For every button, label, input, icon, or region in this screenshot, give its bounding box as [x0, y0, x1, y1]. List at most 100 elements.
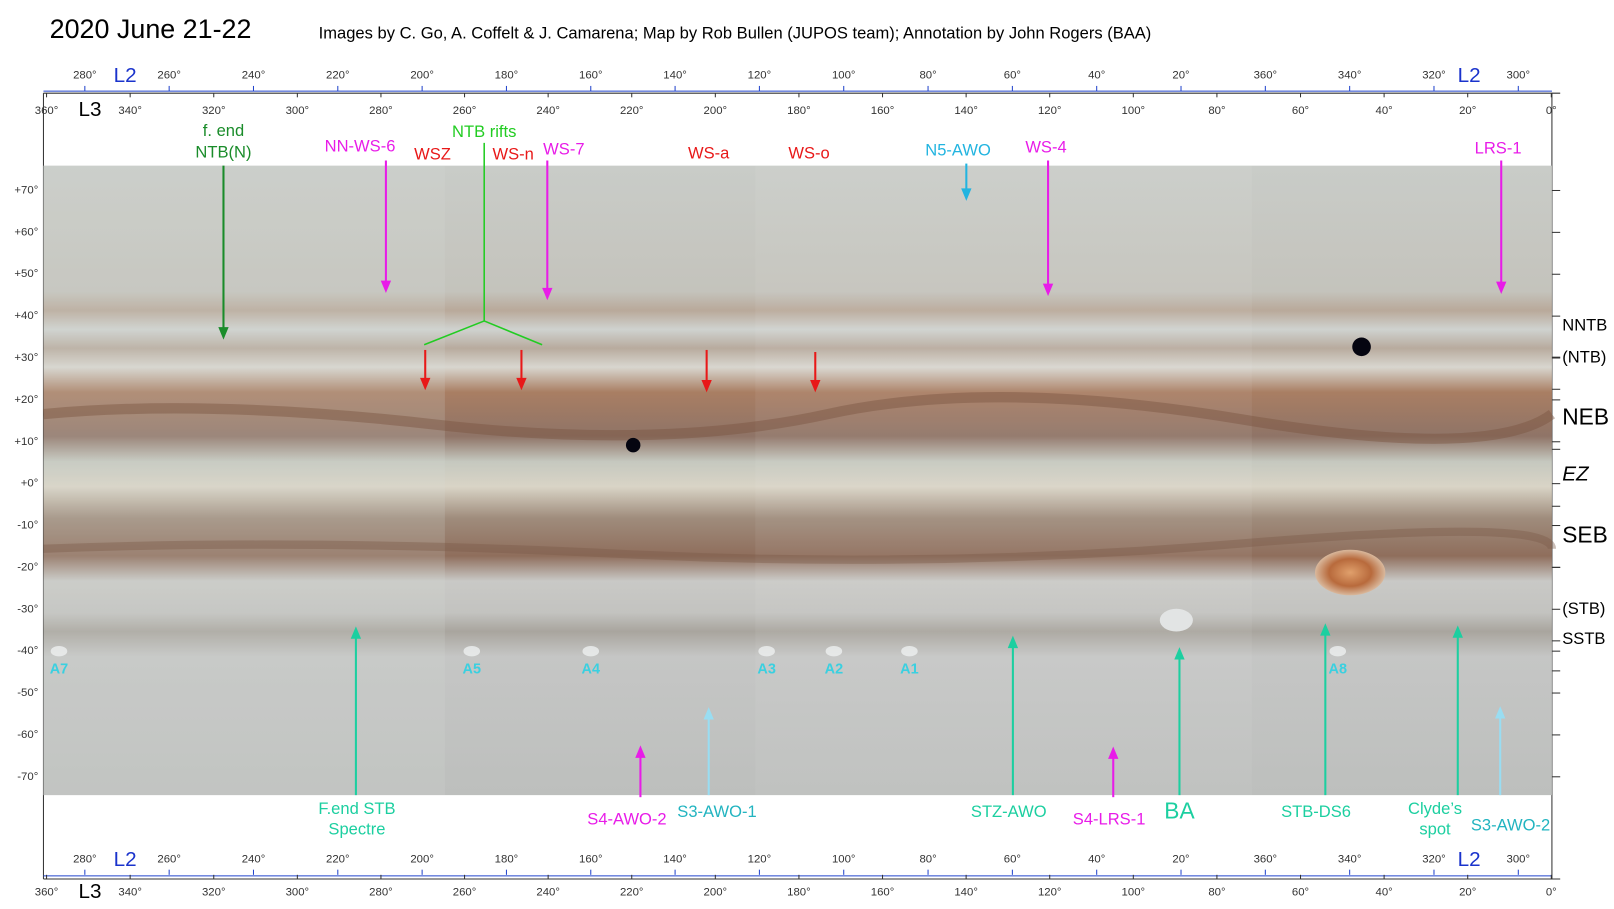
band-label: NEB	[1562, 403, 1609, 429]
l3-tick-label: 300°	[286, 886, 310, 898]
l3-tick-label: 100°	[1122, 105, 1146, 117]
band-label: NNTB	[1562, 315, 1607, 334]
annotation: WS-o	[788, 144, 829, 163]
annotation: spot	[1419, 820, 1451, 839]
white-oval	[901, 646, 918, 657]
l3-tick-label: 160°	[871, 105, 895, 117]
l2-tick-label: 220°	[326, 853, 350, 865]
l2-label: L2	[114, 64, 137, 87]
l2-tick-label: 200°	[410, 853, 434, 865]
annotation: STB-DS6	[1281, 802, 1351, 821]
arrow-head	[350, 626, 362, 639]
annotation: LRS-1	[1475, 138, 1522, 157]
latitude-label: +50°	[14, 268, 38, 280]
l2-tick-label: 60°	[1004, 70, 1021, 82]
arrow-head	[218, 327, 229, 340]
arrow-head	[1007, 635, 1019, 649]
arrow-head	[701, 379, 712, 393]
latitude-label: +0°	[21, 478, 39, 490]
l2-tick-label: 240°	[242, 853, 266, 865]
l2-tick-label: 20°	[1172, 853, 1189, 865]
l3-tick-label: 240°	[536, 105, 560, 117]
l2-tick-label: 120°	[748, 70, 772, 82]
l3-tick-label: 180°	[787, 105, 811, 117]
arrow-head	[516, 377, 527, 391]
l2-tick-label: 140°	[663, 853, 687, 865]
l2-tick-label: 180°	[495, 70, 519, 82]
l2-tick-label: 180°	[495, 853, 519, 865]
l2-label: L2	[1458, 848, 1481, 871]
l3-tick-label: 60°	[1292, 886, 1309, 898]
l2-tick-label: 80°	[919, 70, 936, 82]
l2-tick-label: 140°	[663, 70, 687, 82]
l3-tick-label: 120°	[1038, 105, 1062, 117]
jupiter-map	[42, 165, 1557, 796]
latitude-label: -40°	[17, 645, 38, 657]
latitude-label: -70°	[17, 771, 38, 783]
annotation: STZ-AWO	[971, 802, 1047, 821]
l3-tick-label: 260°	[453, 105, 477, 117]
band-label: (STB)	[1562, 599, 1605, 618]
latitude-label: +70°	[14, 184, 38, 196]
annotation: NTB rifts	[452, 122, 516, 141]
l2-tick-label: 260°	[157, 853, 181, 865]
l3-tick-label: 340°	[118, 105, 142, 117]
latitude-label: +10°	[14, 436, 38, 448]
l3-label: L3	[79, 880, 102, 903]
oval-label: A1	[900, 662, 918, 678]
band-label: (NTB)	[1562, 348, 1606, 367]
l2-tick-label: 100°	[832, 853, 856, 865]
l2-tick-label: 40°	[1088, 70, 1105, 82]
band-label: SEB	[1562, 521, 1608, 547]
arrow-head	[1174, 647, 1185, 660]
l3-tick-label: 340°	[118, 886, 142, 898]
annotation: BA	[1164, 798, 1195, 824]
l2-label: L2	[114, 848, 137, 871]
oval-label: A7	[50, 662, 68, 678]
annotation: WS-4	[1025, 137, 1066, 156]
latitude-label: +30°	[14, 352, 38, 364]
l2-tick-label: 280°	[73, 853, 97, 865]
l3-tick-label: 60°	[1292, 105, 1309, 117]
l2-tick-label: 40°	[1088, 853, 1105, 865]
l3-tick-label: 100°	[1122, 886, 1146, 898]
annotation: NTB(N)	[195, 143, 251, 162]
band-label: EZ	[1562, 463, 1590, 486]
white-oval	[825, 646, 843, 657]
l3-tick-label: 320°	[202, 886, 226, 898]
l3-tick-label: 140°	[954, 886, 978, 898]
oval-label: A4	[582, 662, 600, 678]
oval-label: A3	[757, 662, 775, 678]
latitude-label: -60°	[17, 729, 38, 741]
oval-label: A8	[1329, 662, 1347, 678]
arrow-head	[703, 707, 714, 720]
l2-tick-label: 20°	[1172, 70, 1189, 82]
l3-tick-label: 220°	[620, 105, 644, 117]
annotation: Clyde’s	[1408, 799, 1462, 818]
l2-tick-label: 120°	[748, 853, 772, 865]
annotation: S3-AWO-1	[677, 802, 756, 821]
arrow-head	[380, 280, 392, 293]
annotation: WSZ	[414, 145, 451, 164]
l2-tick-label: 360°	[1254, 70, 1278, 82]
oval-label: A2	[825, 662, 843, 678]
l2-tick-label: 80°	[919, 853, 936, 865]
latitude-label: +20°	[14, 394, 38, 406]
l2-tick-label: 260°	[157, 70, 181, 82]
l2-tick-label: 240°	[242, 70, 266, 82]
arrow-head	[1496, 281, 1507, 295]
l3-tick-label: 180°	[787, 886, 811, 898]
l2-tick-label: 100°	[832, 70, 856, 82]
title: 2020 June 21-22	[50, 14, 252, 44]
annotation: f. end	[203, 121, 244, 140]
annotation: WS-a	[688, 144, 730, 163]
latitude-label: -20°	[17, 561, 38, 573]
l3-tick-label: 80°	[1208, 886, 1225, 898]
l2-tick-label: 160°	[579, 853, 603, 865]
l3-tick-label: 300°	[286, 105, 310, 117]
white-oval	[582, 646, 600, 657]
latitude-label: +60°	[14, 226, 38, 238]
l2-tick-label: 200°	[410, 70, 434, 82]
l3-tick-label: 200°	[704, 105, 728, 117]
